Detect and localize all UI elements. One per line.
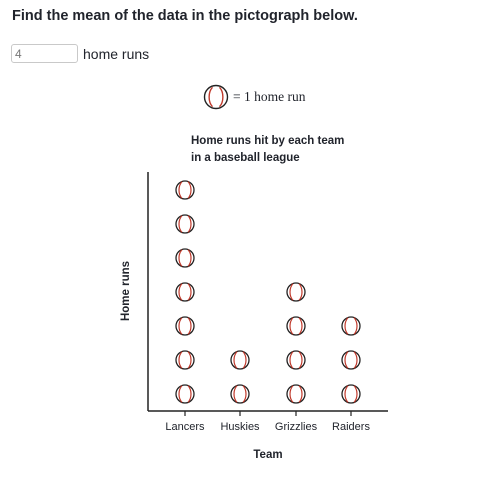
baseball-icon (287, 283, 305, 301)
baseball-icon (176, 351, 194, 369)
baseball-icon (176, 249, 194, 267)
baseball-icon (287, 317, 305, 335)
x-tick-label: Raiders (332, 421, 370, 433)
baseball-icon (231, 385, 249, 403)
chart-title-line-2: in a baseball league (191, 152, 300, 164)
baseball-icon (176, 283, 194, 301)
x-axis-label: Team (253, 449, 282, 461)
baseball-icon (342, 385, 360, 403)
x-tick-label: Grizzlies (275, 421, 318, 433)
baseball-icon (176, 181, 194, 199)
x-tick-label: Huskies (220, 421, 260, 433)
y-axis-label: Home runs (120, 261, 132, 321)
baseball-icon (342, 351, 360, 369)
baseball-icon (342, 317, 360, 335)
baseball-icon (176, 317, 194, 335)
baseball-icon (176, 385, 194, 403)
chart-title-line-1: Home runs hit by each team (191, 135, 344, 147)
baseball-icon (287, 385, 305, 403)
baseball-icon (176, 215, 194, 233)
x-tick-label: Lancers (165, 421, 205, 433)
baseball-icon (287, 351, 305, 369)
baseball-icon (231, 351, 249, 369)
